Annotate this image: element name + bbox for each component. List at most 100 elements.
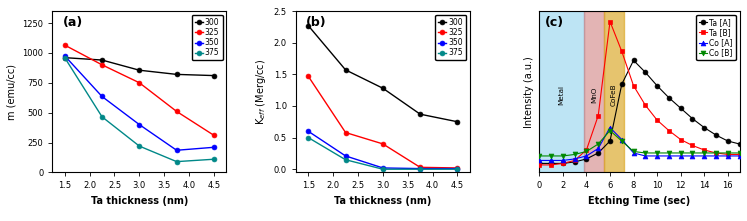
Co [A] — [594, 147, 603, 150]
Ta [B] — [700, 149, 709, 151]
Co [A] — [676, 155, 685, 157]
375 — [209, 158, 218, 161]
Co [A] — [653, 155, 662, 157]
300 — [304, 24, 313, 27]
Ta [A] — [535, 162, 544, 165]
Ta [A] — [641, 71, 650, 74]
Line: 300: 300 — [62, 55, 217, 78]
Co [B] — [664, 152, 673, 154]
Ta [A] — [653, 84, 662, 87]
Co [B] — [723, 152, 732, 154]
Ta [B] — [723, 153, 732, 156]
Ta [B] — [664, 129, 673, 132]
375 — [61, 56, 69, 59]
300 — [209, 74, 218, 77]
Line: 325: 325 — [62, 43, 217, 138]
325 — [61, 44, 69, 46]
Y-axis label: m (emu/cc): m (emu/cc) — [7, 64, 16, 120]
Ta [B] — [535, 164, 544, 166]
375 — [304, 136, 313, 139]
Line: 325: 325 — [306, 74, 460, 170]
325 — [341, 131, 350, 134]
375 — [379, 168, 388, 171]
Text: Metal: Metal — [559, 85, 565, 105]
Ta [B] — [594, 114, 603, 117]
Ta [A] — [606, 140, 615, 142]
Co [A] — [711, 155, 720, 157]
Ta [A] — [723, 140, 732, 142]
375 — [98, 116, 107, 118]
Co [B] — [547, 155, 556, 157]
Co [B] — [653, 152, 662, 154]
Co [B] — [535, 155, 544, 157]
Ta [B] — [559, 162, 568, 165]
350 — [453, 167, 462, 170]
Ta [A] — [629, 59, 638, 62]
Text: (b): (b) — [306, 16, 327, 29]
Legend: Ta [A], Ta [B], Co [A], Co [B]: Ta [A], Ta [B], Co [A], Co [B] — [696, 15, 736, 60]
Text: MnO: MnO — [591, 87, 597, 103]
Ta [B] — [688, 144, 697, 147]
Ta [A] — [582, 158, 591, 160]
Ta [A] — [711, 134, 720, 136]
Co [B] — [641, 152, 650, 154]
300 — [453, 120, 462, 123]
X-axis label: Etching Time (sec): Etching Time (sec) — [589, 196, 690, 206]
300 — [341, 69, 350, 71]
Y-axis label: K$_{eff}$ (Merg/cc): K$_{eff}$ (Merg/cc) — [254, 59, 268, 125]
350 — [415, 167, 424, 170]
375 — [172, 160, 181, 163]
325 — [172, 110, 181, 113]
Co [B] — [688, 152, 697, 154]
325 — [304, 75, 313, 78]
325 — [379, 143, 388, 145]
Ta [A] — [559, 162, 568, 165]
Line: Ta [B]: Ta [B] — [537, 19, 742, 167]
375 — [135, 145, 144, 147]
Co [B] — [617, 140, 626, 142]
350 — [379, 167, 388, 169]
375 — [415, 168, 424, 171]
350 — [172, 149, 181, 152]
Ta [B] — [570, 159, 579, 162]
350 — [61, 55, 69, 57]
Ta [B] — [653, 119, 662, 121]
325 — [98, 63, 107, 66]
Ta [A] — [547, 162, 556, 165]
Co [A] — [570, 158, 579, 160]
375 — [341, 158, 350, 161]
Ta [A] — [676, 107, 685, 109]
Co [A] — [535, 159, 544, 162]
Co [A] — [700, 155, 709, 157]
Co [A] — [735, 155, 744, 157]
Line: 350: 350 — [62, 53, 217, 153]
Y-axis label: Intensity (a.u.): Intensity (a.u.) — [524, 56, 534, 128]
Line: 375: 375 — [62, 55, 217, 164]
Bar — [584, 11, 604, 172]
Co [A] — [629, 152, 638, 154]
Line: 375: 375 — [306, 135, 460, 172]
Ta [B] — [676, 138, 685, 141]
Co [B] — [570, 153, 579, 156]
Co [A] — [664, 155, 673, 157]
Co [A] — [559, 159, 568, 162]
Co [B] — [700, 152, 709, 154]
Ta [B] — [735, 153, 744, 156]
350 — [98, 95, 107, 98]
325 — [415, 166, 424, 169]
Ta [A] — [735, 143, 744, 145]
X-axis label: Ta thickness (nm): Ta thickness (nm) — [90, 196, 188, 206]
Ta [A] — [688, 117, 697, 120]
Ta [B] — [547, 164, 556, 166]
375 — [453, 168, 462, 171]
Ta [B] — [606, 20, 615, 23]
Line: Ta [A]: Ta [A] — [537, 58, 742, 166]
Co [B] — [676, 152, 685, 154]
Bar — [604, 11, 624, 172]
Line: Co [B]: Co [B] — [537, 128, 742, 158]
350 — [135, 123, 144, 126]
350 — [341, 155, 350, 157]
Line: Co [A]: Co [A] — [537, 125, 742, 163]
350 — [209, 146, 218, 149]
300 — [98, 59, 107, 61]
